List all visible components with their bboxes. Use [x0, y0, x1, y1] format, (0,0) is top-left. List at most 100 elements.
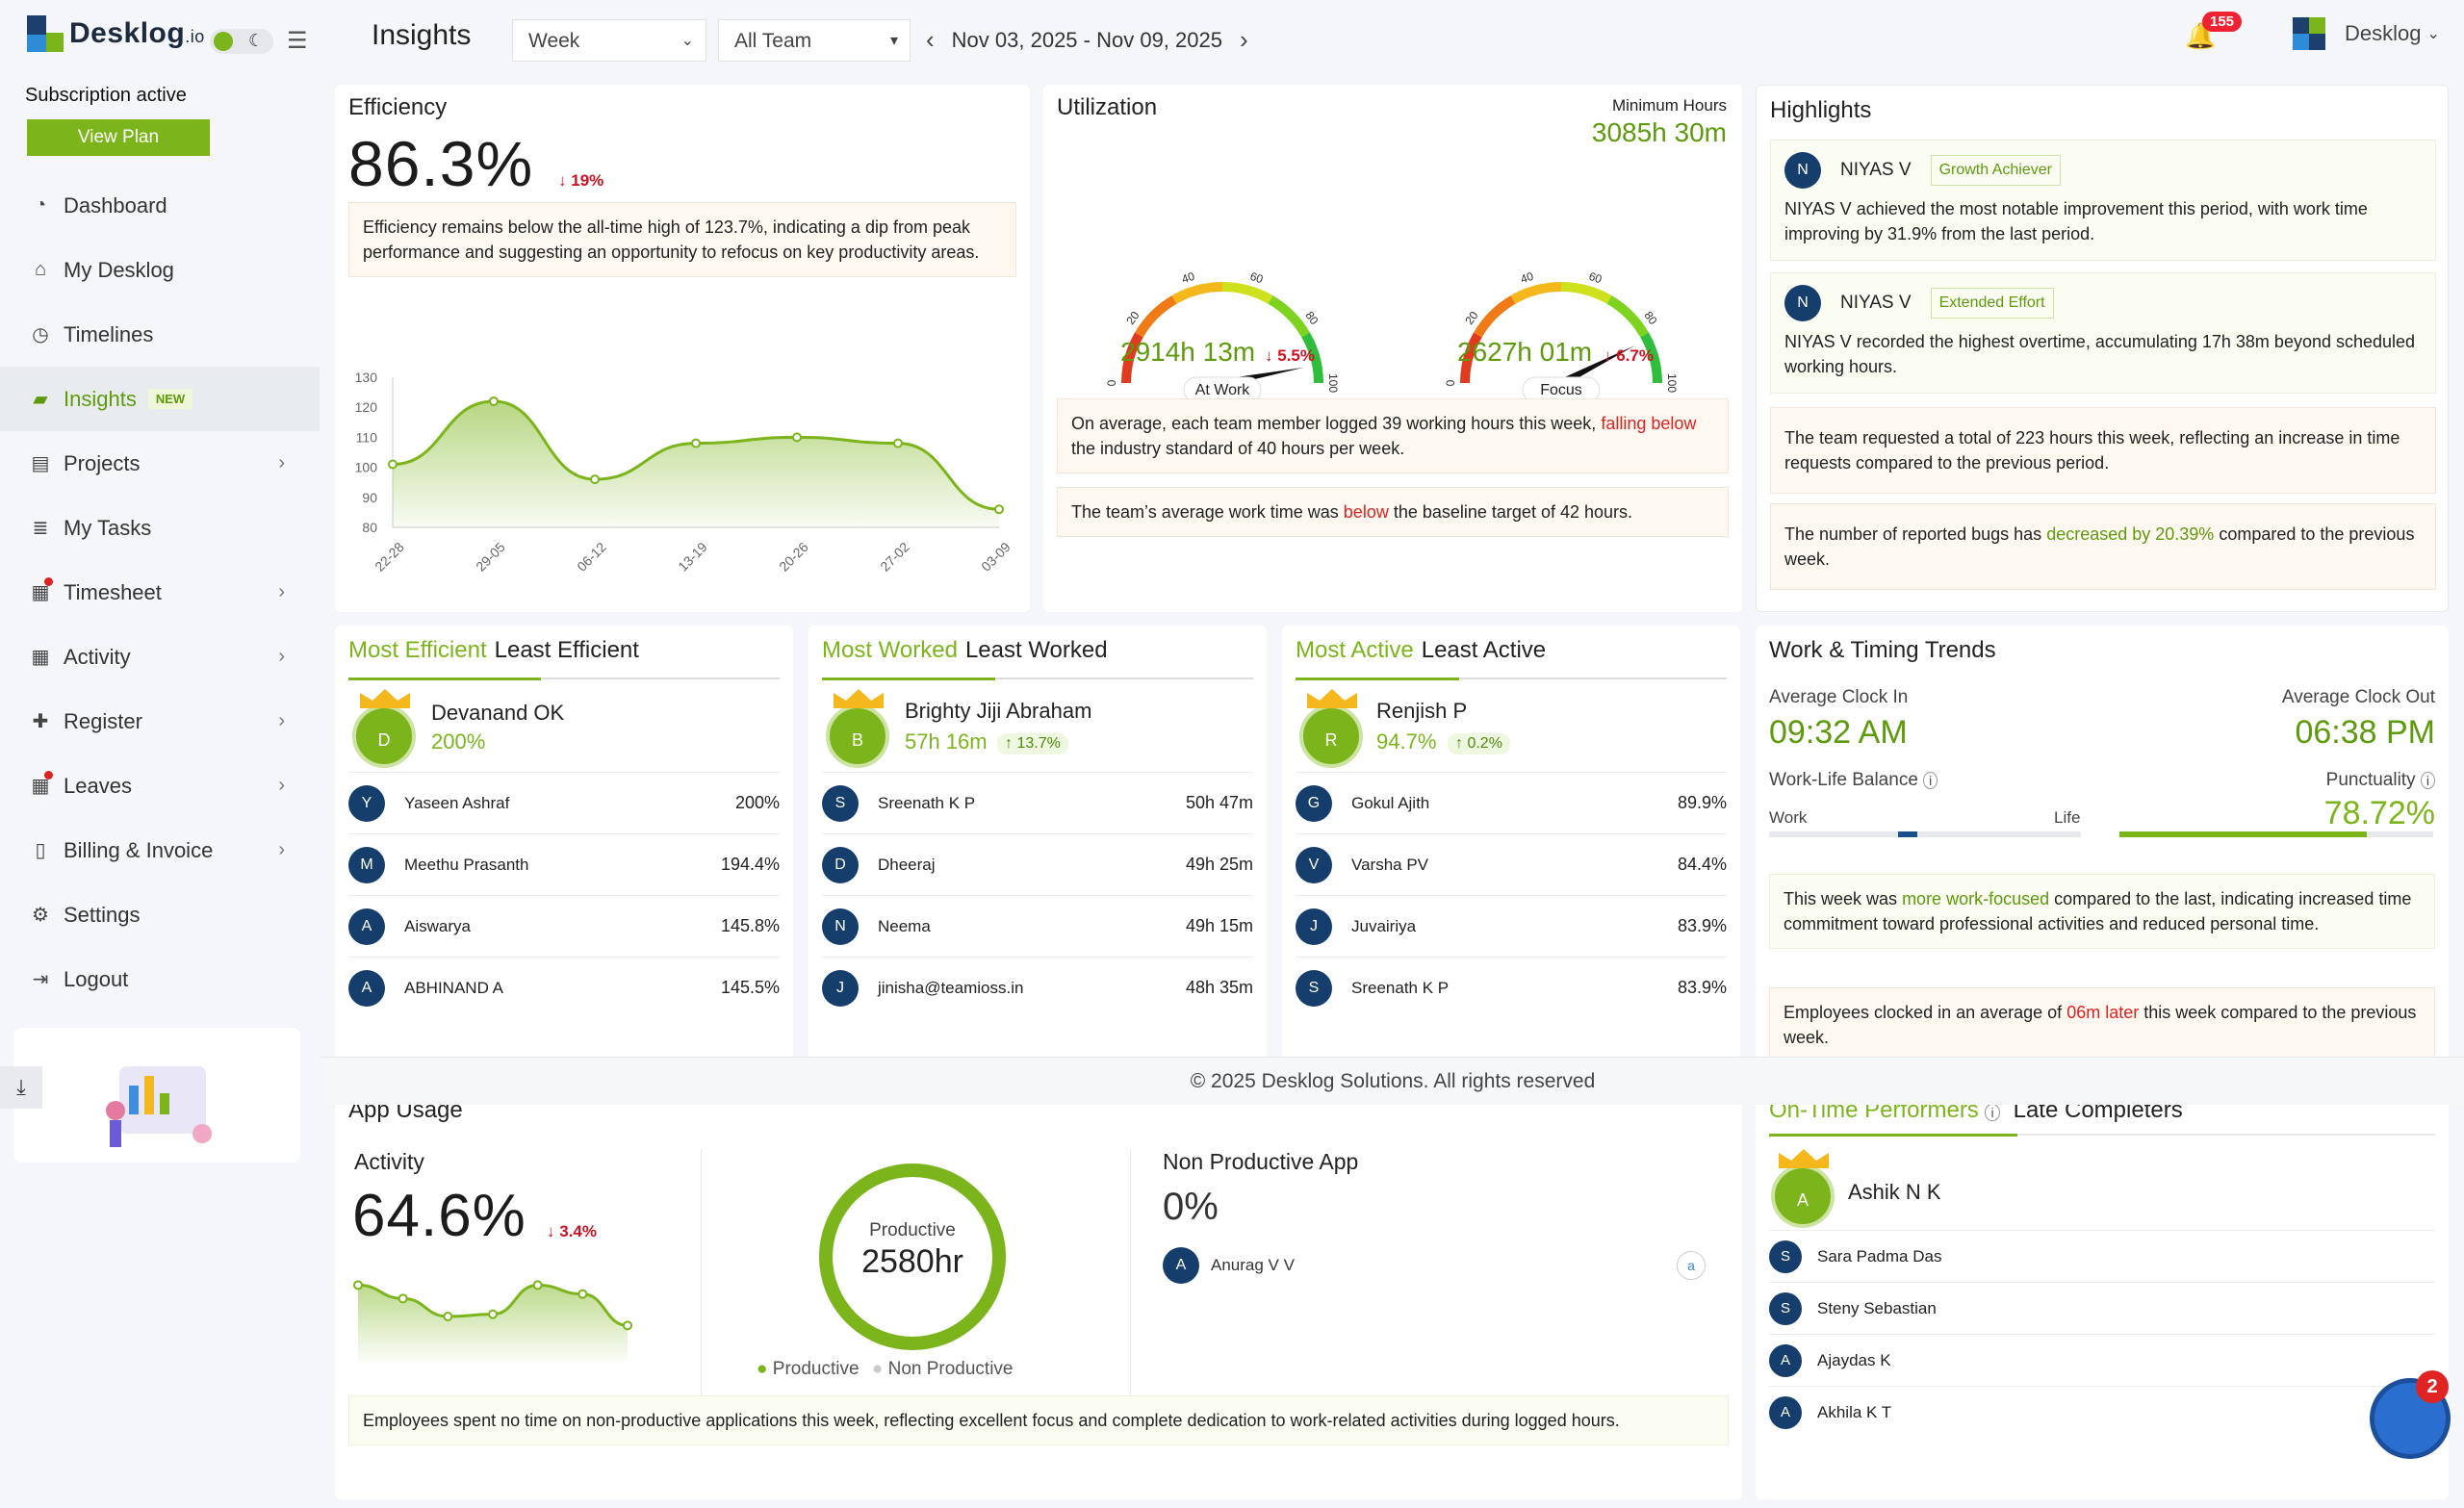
np-user[interactable]: A Anurag V V — [1163, 1247, 1295, 1284]
sidebar-item-register[interactable]: ✚ Register › — [0, 689, 320, 754]
sidebar-item-label: Register — [64, 708, 142, 733]
highlight-text: NIYAS V recorded the highest overtime, a… — [1784, 332, 2416, 376]
sidebar-item-logout[interactable]: ⇥ Logout — [0, 947, 320, 1011]
tab-most-efficient[interactable]: Most Efficient — [348, 637, 487, 663]
avatar: A — [1769, 1343, 1802, 1377]
table-row[interactable]: M Meethu Prasanth 194.4% — [348, 833, 780, 895]
at-work-value: 2914h 13m — [1120, 337, 1256, 367]
work-timing-trends-card: Work & Timing Trends Average Clock In 09… — [1756, 626, 2449, 1062]
efficiency-card: Efficiency 86.3% ↓ 19% Efficiency remain… — [335, 85, 1030, 612]
tab-most-worked[interactable]: Most Worked — [822, 637, 958, 663]
chevron-right-icon: › — [278, 581, 285, 602]
clock-out-label: Average Clock Out — [2281, 687, 2435, 707]
info-icon[interactable]: i — [2420, 772, 2435, 789]
info-icon[interactable]: i — [1985, 1104, 2000, 1121]
table-row[interactable]: G Gokul Ajith 89.9% — [1296, 772, 1727, 833]
sidebar-item-label: Leaves — [64, 773, 132, 798]
gauge-segment — [1560, 282, 1612, 304]
row-value: 145.8% — [720, 916, 780, 935]
sidebar-item-my-tasks[interactable]: ≣ My Tasks — [0, 496, 320, 560]
list-item[interactable]: S Sara Padma Das — [1769, 1230, 2435, 1282]
org-switcher[interactable]: Desklog ⌄ — [2293, 17, 2440, 50]
next-week-icon[interactable]: › — [1239, 25, 1248, 54]
sidebar-item-timesheet[interactable]: ▦ Timesheet › — [0, 560, 320, 625]
row-name: Sreenath K P — [1351, 978, 1450, 997]
gauge-tick-label: 0 — [1105, 379, 1118, 386]
row-name: Steny Sebastian — [1817, 1298, 1937, 1317]
row-name: jinisha@teamioss.in — [878, 978, 1024, 997]
punctuality-label-text: Punctuality — [2325, 770, 2416, 790]
collapse-menu-icon[interactable]: ☰ — [287, 28, 308, 54]
table-row[interactable]: A Aiswarya 145.8% — [348, 895, 780, 957]
delta-value: 6.7% — [1616, 346, 1654, 365]
tab-least-worked[interactable]: Least Worked — [964, 637, 1108, 663]
list-item[interactable]: A Akhila K T — [1769, 1386, 2435, 1438]
sidebar-item-activity[interactable]: ▦ Activity › — [0, 625, 320, 689]
gauge-tick-label: 80 — [1302, 309, 1321, 327]
wlb-label: Work-Life Balance i — [1769, 770, 1938, 791]
leaderboard-tabs: Most Worked Least Worked — [822, 637, 1108, 664]
tab-most-active[interactable]: Most Active — [1296, 637, 1414, 663]
sidebar-item-timelines[interactable]: ◷ Timelines — [0, 302, 320, 367]
sidebar-item-my-desklog[interactable]: ⌂ My Desklog — [0, 238, 320, 302]
list-item[interactable]: A Ajaydas K — [1769, 1334, 2435, 1386]
delta-value: 5.5% — [1277, 346, 1315, 365]
top-value: 57h 16m — [905, 729, 988, 754]
team-select[interactable]: All Team ▾ — [718, 19, 911, 62]
org-name: Desklog — [2345, 21, 2422, 45]
gauge-segment — [1171, 282, 1223, 304]
gauge-tick-label: 100 — [1326, 373, 1340, 393]
brand-logo[interactable]: Desklog.io — [27, 15, 205, 52]
sidebar-item-settings[interactable]: ⚙ Settings — [0, 882, 320, 947]
theme-toggle[interactable]: ☾ — [210, 29, 273, 54]
row-value: 49h 15m — [1185, 916, 1253, 935]
table-row[interactable]: S Sreenath K P 83.9% — [1296, 957, 1727, 1018]
period-select[interactable]: Week ⌄ — [512, 19, 706, 62]
legend-productive: Productive — [772, 1359, 860, 1379]
sidebar-item-label: Activity — [64, 644, 131, 669]
top-name: Brighty Jiji Abraham — [905, 699, 1092, 723]
avatar: N — [1784, 285, 1821, 321]
sidebar-item-billing[interactable]: ▯ Billing & Invoice › — [0, 818, 320, 882]
row-value: 89.9% — [1677, 793, 1727, 812]
prev-week-icon[interactable]: ‹ — [926, 25, 935, 54]
avatar: J — [822, 969, 859, 1007]
x-tick-label: 03-09 — [978, 539, 1014, 575]
arrow-up-icon: ↑ — [1455, 735, 1468, 752]
notification-dot — [44, 577, 53, 586]
table-row[interactable]: S Sreenath K P 50h 47m — [822, 772, 1253, 833]
tab-least-active[interactable]: Least Active — [1421, 637, 1547, 663]
row-value: 83.9% — [1677, 916, 1727, 935]
sidebar-item-label: My Tasks — [64, 515, 152, 540]
avatar: S — [822, 784, 859, 822]
efficiency-value: 86.3% — [348, 128, 534, 199]
table-row[interactable]: A ABHINAND A 145.5% — [348, 957, 780, 1018]
info-icon[interactable]: i — [1923, 772, 1938, 789]
sidebar-item-dashboard[interactable]: ◔ Dashboard — [0, 173, 320, 238]
view-plan-button[interactable]: View Plan — [27, 119, 210, 156]
avatar: M — [348, 846, 385, 883]
download-icon[interactable]: ⤓ — [0, 1066, 42, 1109]
top-avatar: R — [1299, 704, 1363, 768]
sidebar-item-insights[interactable]: ▰ Insights NEW — [0, 367, 320, 431]
table-row[interactable]: N Neema 49h 15m — [822, 895, 1253, 957]
sidebar-item-leaves[interactable]: ▦ Leaves › — [0, 754, 320, 818]
table-row[interactable]: J Juvairiya 83.9% — [1296, 895, 1727, 957]
sidebar-item-projects[interactable]: ▤ Projects › — [0, 431, 320, 496]
row-value: 48h 35m — [1185, 978, 1253, 997]
table-row[interactable]: D Dheeraj 49h 25m — [822, 833, 1253, 895]
note-highlight: decreased by 20.39% — [2046, 524, 2215, 544]
gauge-segment — [1301, 332, 1323, 384]
np-value: 0% — [1163, 1186, 1219, 1228]
spark-point — [578, 1289, 588, 1299]
tab-least-efficient[interactable]: Least Efficient — [494, 637, 639, 663]
chevron-down-icon: ⌄ — [2426, 26, 2440, 42]
list-item[interactable]: S Steny Sebastian — [1769, 1282, 2435, 1334]
row-name: Meethu Prasanth — [404, 855, 529, 874]
efficiency-delta: ↓ 19% — [558, 171, 603, 191]
note-text: the baseline target of 42 hours. — [1393, 502, 1633, 522]
table-row[interactable]: V Varsha PV 84.4% — [1296, 833, 1727, 895]
table-row[interactable]: Y Yaseen Ashraf 200% — [348, 772, 780, 833]
punctuality-track — [2119, 831, 2433, 837]
